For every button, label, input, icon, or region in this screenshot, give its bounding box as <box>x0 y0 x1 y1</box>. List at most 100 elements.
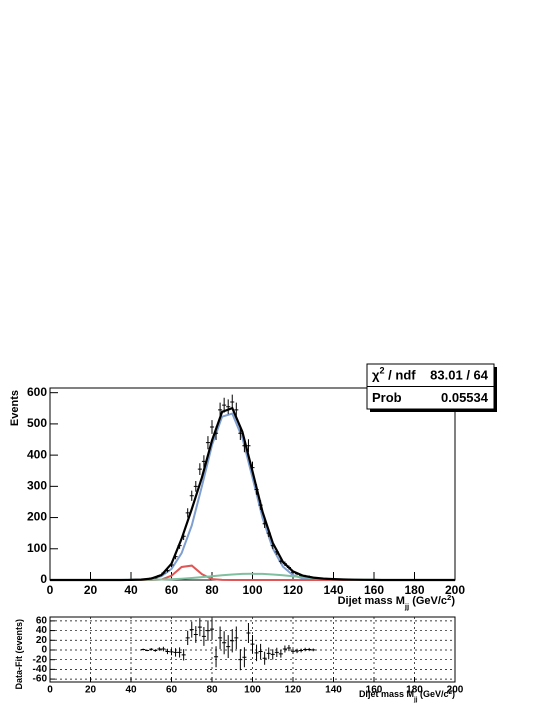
data-point <box>161 571 166 575</box>
data-point <box>141 648 146 651</box>
y-tick-label: 200 <box>27 510 47 524</box>
data-point <box>177 647 182 658</box>
data-point <box>201 626 206 646</box>
data-point <box>254 484 259 495</box>
stats-label: χ2 / ndf <box>372 366 416 383</box>
y-tick-label: 300 <box>27 479 47 493</box>
x-tick-label: 40 <box>125 685 137 696</box>
data-point <box>238 649 243 671</box>
data-point <box>218 626 223 650</box>
data-point <box>161 646 166 652</box>
data-point <box>238 426 243 441</box>
data-point <box>214 646 219 668</box>
x-tick-label: 80 <box>206 685 218 696</box>
x-tick-label: 200 <box>445 583 465 597</box>
y-tick-label: 100 <box>27 541 47 555</box>
data-point <box>185 630 190 645</box>
x-tick-label: 180 <box>404 583 424 597</box>
data-point <box>193 626 198 643</box>
data-point <box>149 648 154 651</box>
y-tick-label: 600 <box>27 385 47 399</box>
y-tick-label: -60 <box>33 674 48 685</box>
data-point <box>307 575 312 578</box>
data-point <box>295 572 300 576</box>
x-tick-label: 120 <box>285 685 302 696</box>
data-point <box>189 490 194 501</box>
data-point <box>262 651 267 665</box>
data-point <box>209 420 215 434</box>
data-point <box>230 394 235 410</box>
stats-label-part: / ndf <box>385 368 417 383</box>
data-point <box>177 542 182 549</box>
x-axis-label-part: ) <box>452 689 455 699</box>
data-point <box>290 648 296 654</box>
data-point <box>197 618 202 637</box>
stats-label-part: Prob <box>372 390 402 405</box>
data-point <box>165 568 170 573</box>
x-axis-label-part: jj <box>404 602 409 611</box>
data-point <box>165 648 170 655</box>
data-point <box>311 648 316 652</box>
data-point <box>254 644 259 662</box>
x-tick-label: 100 <box>242 583 262 597</box>
data-point <box>214 426 219 441</box>
y-tick-label: 500 <box>27 416 47 430</box>
data-point <box>286 565 291 570</box>
data-point <box>205 620 210 641</box>
y-tick-label: 0 <box>41 645 47 656</box>
x-tick-label: 60 <box>165 583 179 597</box>
data-point <box>197 463 202 476</box>
data-point <box>185 508 190 518</box>
y-tick-label: 40 <box>36 625 48 636</box>
stats-label-part: χ <box>372 368 380 383</box>
stats-label-part: 2 <box>379 366 384 376</box>
data-point <box>157 647 162 651</box>
y-tick-label: 20 <box>36 635 48 646</box>
x-tick-label: 120 <box>283 583 303 597</box>
data-point <box>173 648 178 657</box>
x-tick-label: 160 <box>364 583 384 597</box>
data-point <box>169 562 174 568</box>
data-point <box>234 626 239 650</box>
data-point <box>181 649 186 661</box>
x-tick-label: 20 <box>85 685 97 696</box>
x-axis-label-part: (GeV/c <box>417 689 448 699</box>
x-axis-label-part: jj <box>413 696 418 703</box>
y-axis-label: Events <box>9 390 21 426</box>
x-tick-label: 60 <box>166 685 178 696</box>
data-point <box>157 574 162 577</box>
data-point <box>242 647 247 668</box>
data-point <box>181 532 186 540</box>
data-point <box>274 548 279 555</box>
data-point <box>299 574 304 577</box>
stats-value: 83.01 / 64 <box>430 368 489 383</box>
data-point <box>303 574 308 578</box>
x-axis-label-part: 2 <box>447 593 451 602</box>
x-axis-label: Dijet mass Mjj (GeV/c2) <box>338 593 456 611</box>
stats-label: Prob <box>372 390 402 405</box>
x-axis-label-part: 2 <box>448 689 452 696</box>
data-point <box>209 618 215 640</box>
data-point <box>173 553 178 560</box>
y-tick-label: -40 <box>33 664 48 675</box>
data-point <box>145 649 150 652</box>
data-point <box>311 576 316 579</box>
stats-value: 0.05534 <box>441 390 489 405</box>
data-point <box>270 649 275 660</box>
data-point <box>149 577 154 579</box>
data-point <box>201 455 206 468</box>
data-point <box>303 647 308 652</box>
data-point <box>250 634 255 654</box>
data-point <box>295 648 300 654</box>
data-point <box>218 402 223 418</box>
x-tick-label: 80 <box>205 583 219 597</box>
data-point <box>270 542 275 549</box>
data-point <box>169 648 174 656</box>
data-point <box>222 397 227 413</box>
data-point <box>282 561 287 567</box>
data-point <box>246 439 251 453</box>
data-point <box>278 650 283 658</box>
y-tick-label: -20 <box>33 654 48 665</box>
